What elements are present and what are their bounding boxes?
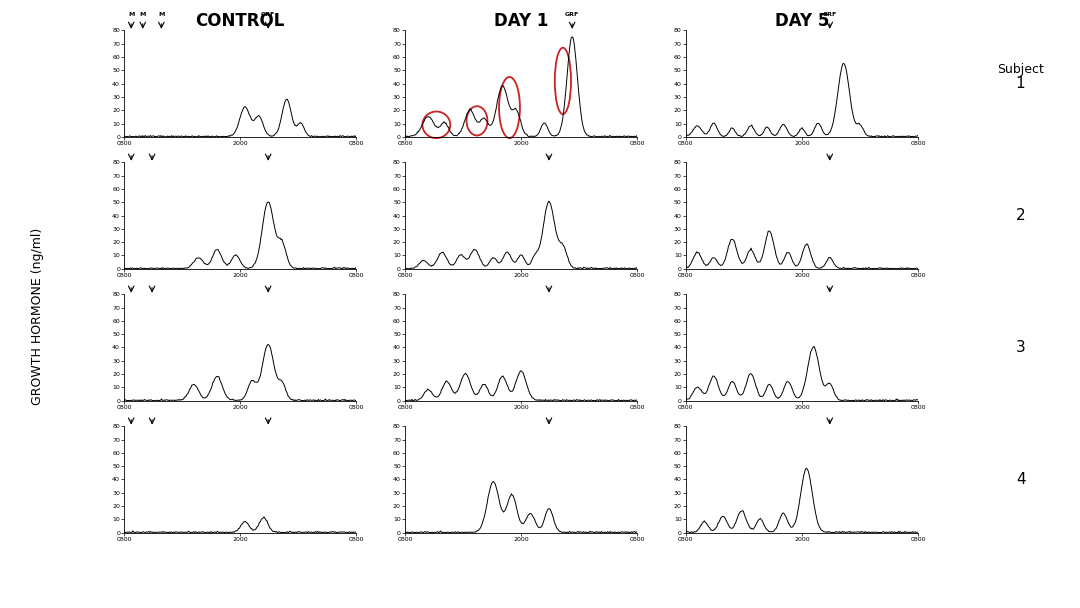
Text: 2: 2 (1016, 208, 1025, 223)
Text: M: M (127, 12, 134, 17)
Text: DAY 5: DAY 5 (774, 12, 829, 30)
Text: Subject: Subject (997, 63, 1044, 77)
Text: M: M (139, 12, 146, 17)
Text: GROWTH HORMONE (ng/ml): GROWTH HORMONE (ng/ml) (31, 227, 44, 405)
Text: GRF: GRF (261, 12, 275, 17)
Text: 3: 3 (1015, 340, 1026, 355)
Text: 4: 4 (1016, 472, 1025, 487)
Text: GRF: GRF (565, 12, 579, 17)
Text: M: M (158, 12, 164, 17)
Text: CONTROL: CONTROL (195, 12, 285, 30)
Text: DAY 1: DAY 1 (494, 12, 549, 30)
Text: 1: 1 (1016, 76, 1025, 91)
Text: GRF: GRF (823, 12, 837, 17)
